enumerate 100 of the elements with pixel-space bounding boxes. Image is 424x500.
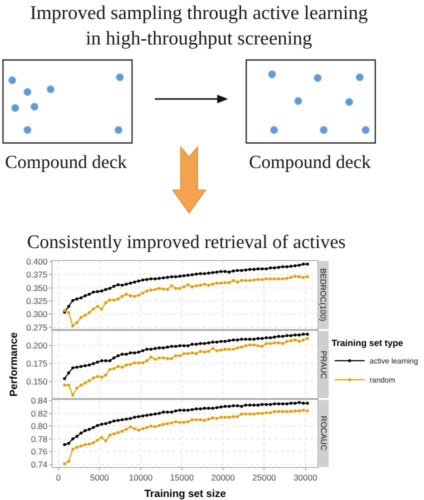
x-tick-label: 15000 — [170, 472, 194, 483]
point — [67, 460, 70, 463]
point — [108, 420, 112, 424]
point — [228, 348, 231, 351]
point — [215, 340, 218, 344]
point — [133, 294, 136, 298]
point — [162, 276, 165, 280]
point — [252, 268, 256, 271]
point — [67, 304, 70, 308]
point — [166, 422, 169, 426]
point — [294, 409, 297, 412]
point — [158, 356, 161, 360]
point — [268, 266, 272, 270]
point — [273, 402, 276, 406]
legend-title: Training set type — [332, 338, 404, 348]
point — [190, 285, 194, 288]
point — [75, 297, 78, 300]
point — [150, 413, 153, 416]
point — [203, 282, 206, 286]
point — [80, 296, 83, 300]
point — [211, 271, 214, 274]
point — [236, 404, 239, 408]
point — [124, 292, 128, 296]
point — [298, 401, 301, 404]
point — [154, 412, 157, 416]
x-tick-label: 20000 — [211, 472, 236, 483]
point — [277, 410, 280, 413]
point — [67, 311, 70, 314]
point — [244, 412, 248, 416]
point — [240, 346, 244, 349]
point — [162, 287, 165, 290]
point — [289, 334, 292, 338]
point — [162, 346, 165, 350]
point — [211, 340, 214, 344]
point — [190, 408, 194, 412]
point — [268, 277, 272, 280]
point — [145, 290, 148, 293]
point — [137, 415, 140, 418]
point — [154, 288, 157, 291]
point — [302, 262, 305, 266]
point — [145, 414, 148, 417]
point — [120, 352, 124, 356]
point — [203, 272, 206, 276]
point — [232, 338, 235, 342]
point — [264, 336, 268, 340]
point — [80, 432, 83, 435]
point — [264, 277, 268, 280]
point — [289, 339, 292, 342]
point — [96, 424, 99, 428]
point — [277, 402, 280, 406]
point — [170, 275, 174, 278]
point — [232, 348, 235, 351]
point — [207, 284, 210, 287]
point — [162, 422, 165, 426]
point — [207, 350, 210, 353]
point — [166, 346, 169, 349]
point — [174, 344, 178, 348]
point — [232, 415, 235, 418]
point — [150, 348, 153, 351]
point — [108, 359, 112, 362]
point — [150, 288, 153, 292]
point — [298, 264, 301, 267]
point — [166, 410, 169, 414]
point — [178, 286, 182, 290]
point — [298, 409, 301, 412]
point — [116, 354, 120, 358]
point — [198, 272, 202, 276]
point — [224, 340, 227, 343]
point — [92, 290, 95, 294]
y-tick-label: 0.150 — [26, 376, 48, 386]
point — [224, 348, 227, 351]
point — [248, 268, 252, 271]
point — [112, 284, 116, 288]
point — [120, 366, 124, 369]
point — [244, 344, 248, 348]
x-axis-title: Training set size — [144, 488, 226, 500]
point — [194, 342, 198, 346]
point — [120, 294, 124, 298]
point — [71, 448, 74, 451]
point — [182, 420, 186, 424]
point — [256, 267, 260, 270]
point — [256, 344, 260, 348]
point — [137, 350, 140, 354]
point — [141, 292, 144, 295]
text: Compound deck — [249, 153, 372, 173]
point — [141, 361, 144, 364]
line-series — [63, 274, 309, 328]
point — [128, 294, 132, 298]
point — [277, 334, 280, 338]
point — [207, 418, 210, 421]
point — [100, 436, 104, 440]
point — [273, 277, 276, 280]
y-axis-title: Performance — [8, 332, 20, 397]
point — [182, 274, 186, 278]
point — [281, 265, 284, 268]
point — [215, 406, 218, 410]
point — [228, 339, 231, 342]
point — [302, 332, 305, 336]
point — [306, 337, 309, 340]
point — [236, 346, 239, 350]
